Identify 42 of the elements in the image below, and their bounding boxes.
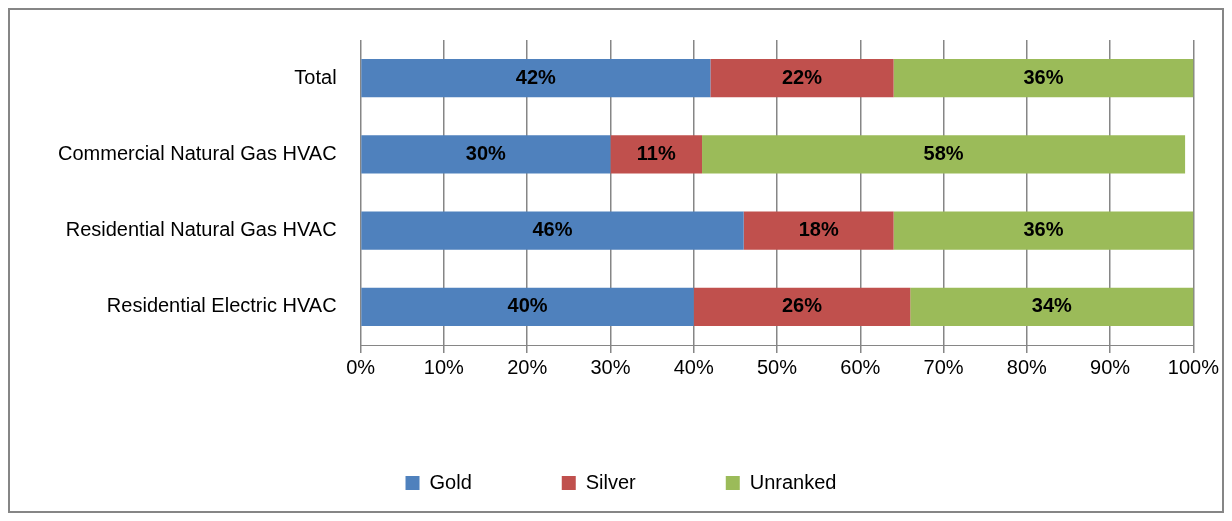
x-tick-label: 60% (840, 355, 881, 378)
bar (710, 59, 894, 98)
bar (910, 287, 1194, 326)
x-tick-label: 70% (923, 355, 964, 378)
x-tick-label: 30% (590, 355, 631, 378)
data-label: 40% (507, 294, 548, 317)
x-tick-label: 20% (507, 355, 548, 378)
data-label: 11% (636, 141, 676, 164)
y-tick-label: Commercial Natural Gas HVAC (57, 141, 337, 164)
bar (610, 135, 703, 174)
data-label: 30% (465, 141, 507, 164)
bar (361, 287, 694, 326)
bar (361, 211, 744, 250)
bar (361, 135, 611, 174)
x-tick-label: 50% (756, 355, 798, 378)
x-tick-label: 40% (673, 355, 714, 378)
x-tick-label: 100% (1167, 355, 1220, 378)
data-label: 58% (923, 141, 964, 164)
x-tick-label: 90% (1090, 355, 1131, 378)
bar (702, 135, 1186, 174)
data-label: 36% (1023, 218, 1064, 241)
data-label: 18% (798, 218, 839, 241)
legend-label: Silver (585, 470, 637, 493)
y-tick-label: Total (294, 65, 337, 88)
y-tick-label: Residential Electric HVAC (106, 294, 337, 317)
data-label: 42% (515, 65, 557, 88)
x-tick-label: 80% (1006, 355, 1048, 378)
data-label: 26% (781, 294, 823, 317)
bar (743, 211, 894, 250)
x-tick-label: 0% (346, 355, 376, 378)
legend-label: Gold (429, 470, 472, 493)
bar (893, 211, 1194, 250)
bar (361, 59, 711, 98)
data-label: 22% (781, 65, 823, 88)
bar (693, 287, 911, 326)
data-label: 46% (532, 218, 573, 241)
bar (893, 59, 1194, 98)
data-label: 36% (1023, 65, 1064, 88)
y-tick-label: Residential Natural Gas HVAC (65, 218, 337, 241)
data-label: 34% (1031, 294, 1073, 317)
x-tick-label: 10% (423, 355, 465, 378)
legend-label: Unranked (749, 470, 837, 493)
